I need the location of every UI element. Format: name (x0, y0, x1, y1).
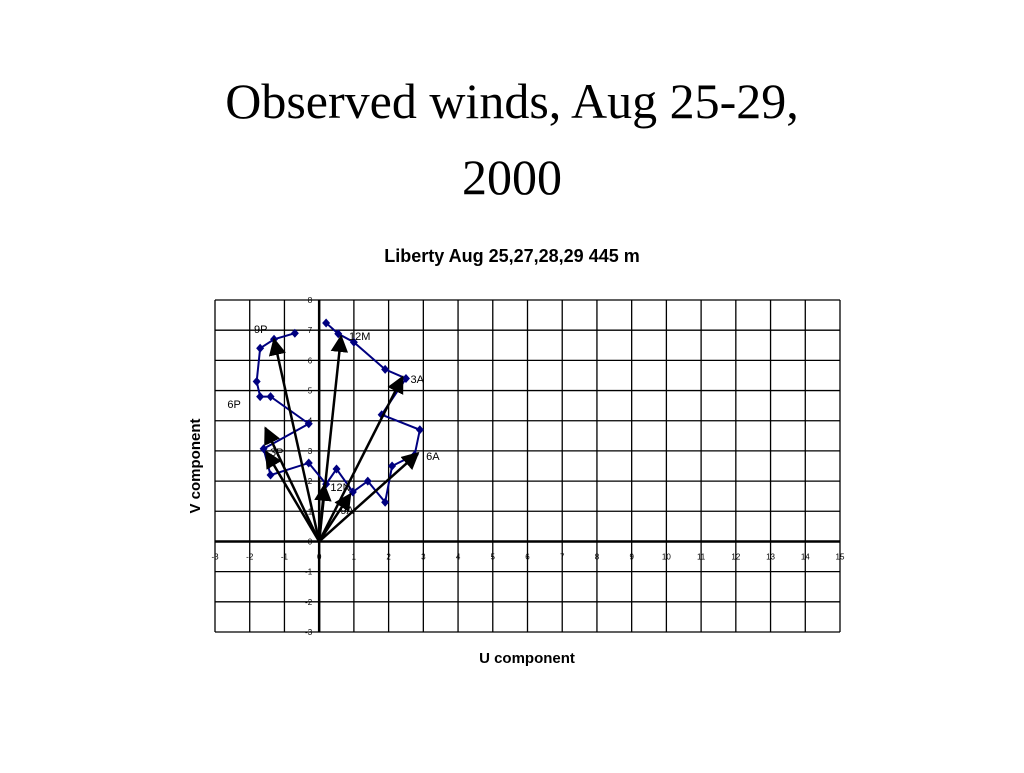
point (381, 497, 390, 507)
point (349, 337, 358, 347)
x-tick-label: 9 (629, 552, 634, 561)
x-tick-label: 15 (836, 552, 845, 561)
point (322, 318, 331, 328)
arrow-label: 9P (254, 324, 267, 336)
x-tick-label: -1 (281, 552, 289, 561)
point (290, 328, 299, 338)
arrow-label: 9A (340, 505, 354, 517)
chart-title: Liberty Aug 25,27,28,29 445 m (384, 246, 639, 266)
x-tick-label: 6 (525, 552, 530, 561)
point (266, 470, 275, 480)
point (256, 343, 265, 353)
x-tick-label: 2 (386, 552, 391, 561)
wind-arrow (314, 483, 332, 542)
y-tick-label: 5 (308, 387, 313, 396)
x-axis-title: U component (479, 650, 575, 667)
point (252, 376, 261, 386)
point (266, 392, 275, 402)
wind-arrow (264, 426, 321, 542)
wind-arrow (268, 337, 321, 542)
y-axis-title: V component (187, 418, 204, 513)
wind-arrow (264, 450, 321, 543)
arrow-label: 12N (330, 482, 350, 494)
point (415, 425, 424, 435)
x-tick-label: 1 (352, 552, 357, 561)
y-tick-label: 3 (308, 447, 313, 456)
y-tick-label: 7 (308, 326, 313, 335)
point (388, 461, 397, 471)
x-tick-label: 5 (491, 552, 496, 561)
y-tick-label: 2 (308, 477, 313, 486)
y-tick-label: 6 (308, 356, 313, 365)
x-tick-label: 8 (595, 552, 600, 561)
x-tick-label: 12 (731, 552, 740, 561)
point (381, 364, 390, 374)
point (304, 458, 313, 468)
x-tick-label: 10 (662, 552, 671, 561)
wind-arrow (318, 451, 420, 543)
y-tick-label: 1 (308, 507, 313, 516)
arrow-label: 6A (426, 451, 440, 463)
point (332, 464, 341, 474)
y-tick-label: -2 (305, 598, 313, 607)
arrow-label: 6P (227, 399, 240, 411)
arrow-label: 12M (349, 331, 370, 343)
slide-title: Observed winds, Aug 25-29, 2000 (225, 73, 799, 205)
x-tick-label: 13 (766, 552, 775, 561)
x-tick-label: 4 (456, 552, 461, 561)
point (363, 476, 372, 486)
y-tick-label: 8 (308, 296, 313, 305)
y-tick-label: -3 (305, 628, 313, 637)
point (304, 419, 313, 429)
point (256, 392, 265, 402)
point (401, 373, 410, 383)
x-tick-label: -2 (246, 552, 254, 561)
x-tick-label: 3 (421, 552, 426, 561)
arrow-label: 3A (411, 374, 425, 386)
wind-arrow (318, 492, 352, 543)
x-tick-label: -3 (211, 552, 219, 561)
x-tick-label: 7 (560, 552, 565, 561)
y-tick-label: -1 (305, 568, 313, 577)
x-tick-label: 14 (801, 552, 810, 561)
x-tick-label: 11 (697, 552, 706, 561)
wind-arrow (318, 375, 404, 543)
